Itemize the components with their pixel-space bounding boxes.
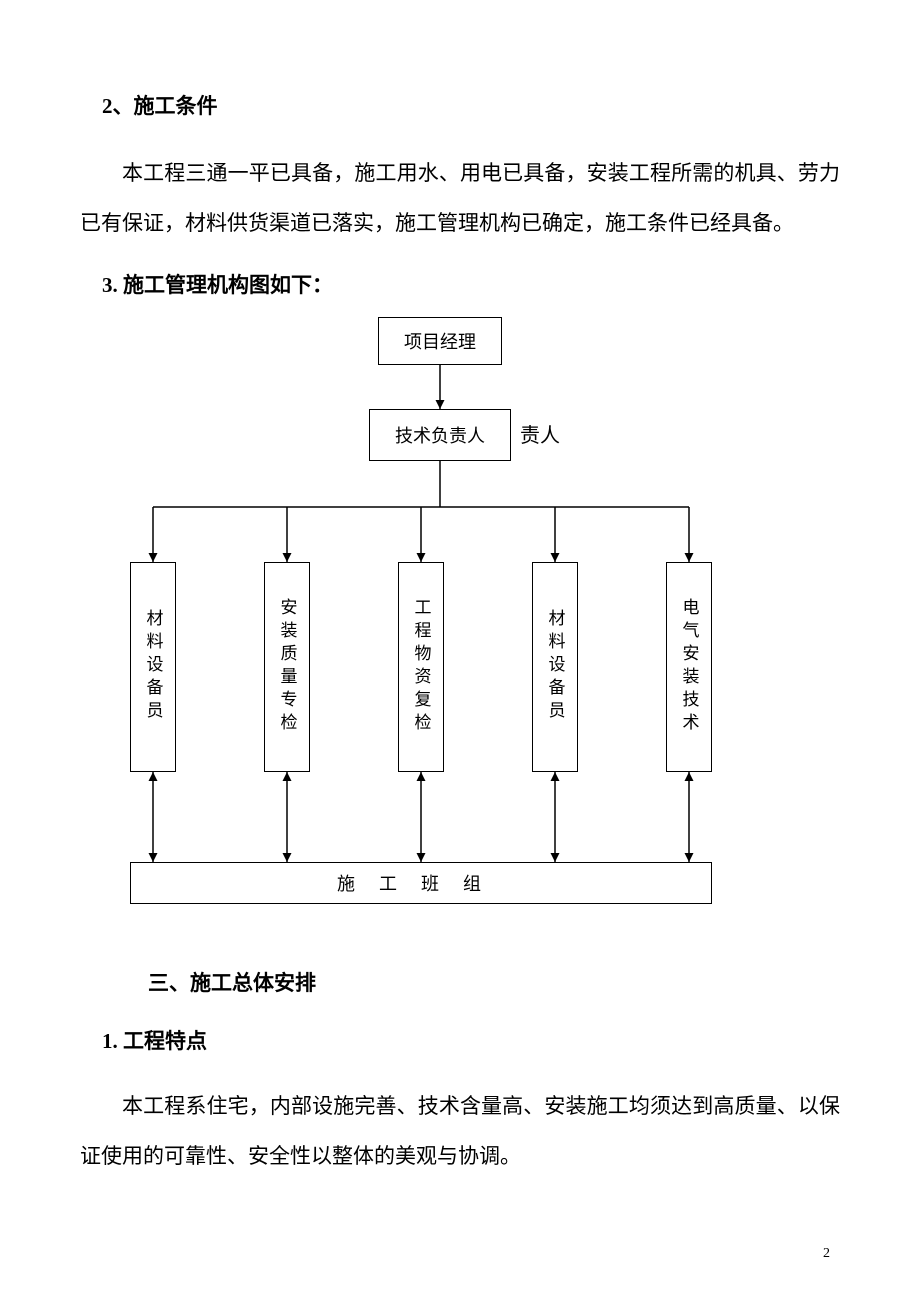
stray-label: 责人 — [520, 419, 560, 448]
heading-section-3: 三、施工总体安排 — [148, 967, 840, 997]
node-label: 工程物资复检 — [409, 598, 434, 736]
node-label: 技术负责人 — [395, 422, 485, 448]
org-chart-diagram: 项目经理 技术负责人 责人 材料设备员 安装质量专检 工程物资复检 材料设备员 … — [120, 317, 800, 917]
node-label: 项目经理 — [404, 328, 476, 354]
node-label: 施工班组 — [337, 870, 505, 896]
node-tech-lead: 技术负责人 — [369, 409, 511, 461]
heading-project-features: 1. 工程特点 — [102, 1025, 840, 1055]
node-label: 材料设备员 — [543, 609, 568, 724]
node-role-3: 材料设备员 — [532, 562, 578, 772]
paragraph-conditions: 本工程三通一平已具备，施工用水、用电已具备，安装工程所需的机具、劳力已有保证，材… — [80, 148, 840, 249]
node-project-manager: 项目经理 — [378, 317, 502, 365]
heading-orgchart: 3. 施工管理机构图如下： — [102, 269, 840, 299]
heading-construction-conditions: 2、施工条件 — [102, 90, 840, 120]
paragraph-features: 本工程系住宅，内部设施完善、技术含量高、安装施工均须达到高质量、以保证使用的可靠… — [80, 1081, 840, 1182]
node-label: 材料设备员 — [141, 609, 166, 724]
page-number: 2 — [823, 1246, 830, 1262]
node-construction-team: 施工班组 — [130, 862, 712, 904]
node-role-0: 材料设备员 — [130, 562, 176, 772]
node-label: 安装质量专检 — [275, 598, 300, 736]
node-role-2: 工程物资复检 — [398, 562, 444, 772]
node-role-1: 安装质量专检 — [264, 562, 310, 772]
node-label: 电气安装技术 — [677, 598, 702, 736]
node-role-4: 电气安装技术 — [666, 562, 712, 772]
